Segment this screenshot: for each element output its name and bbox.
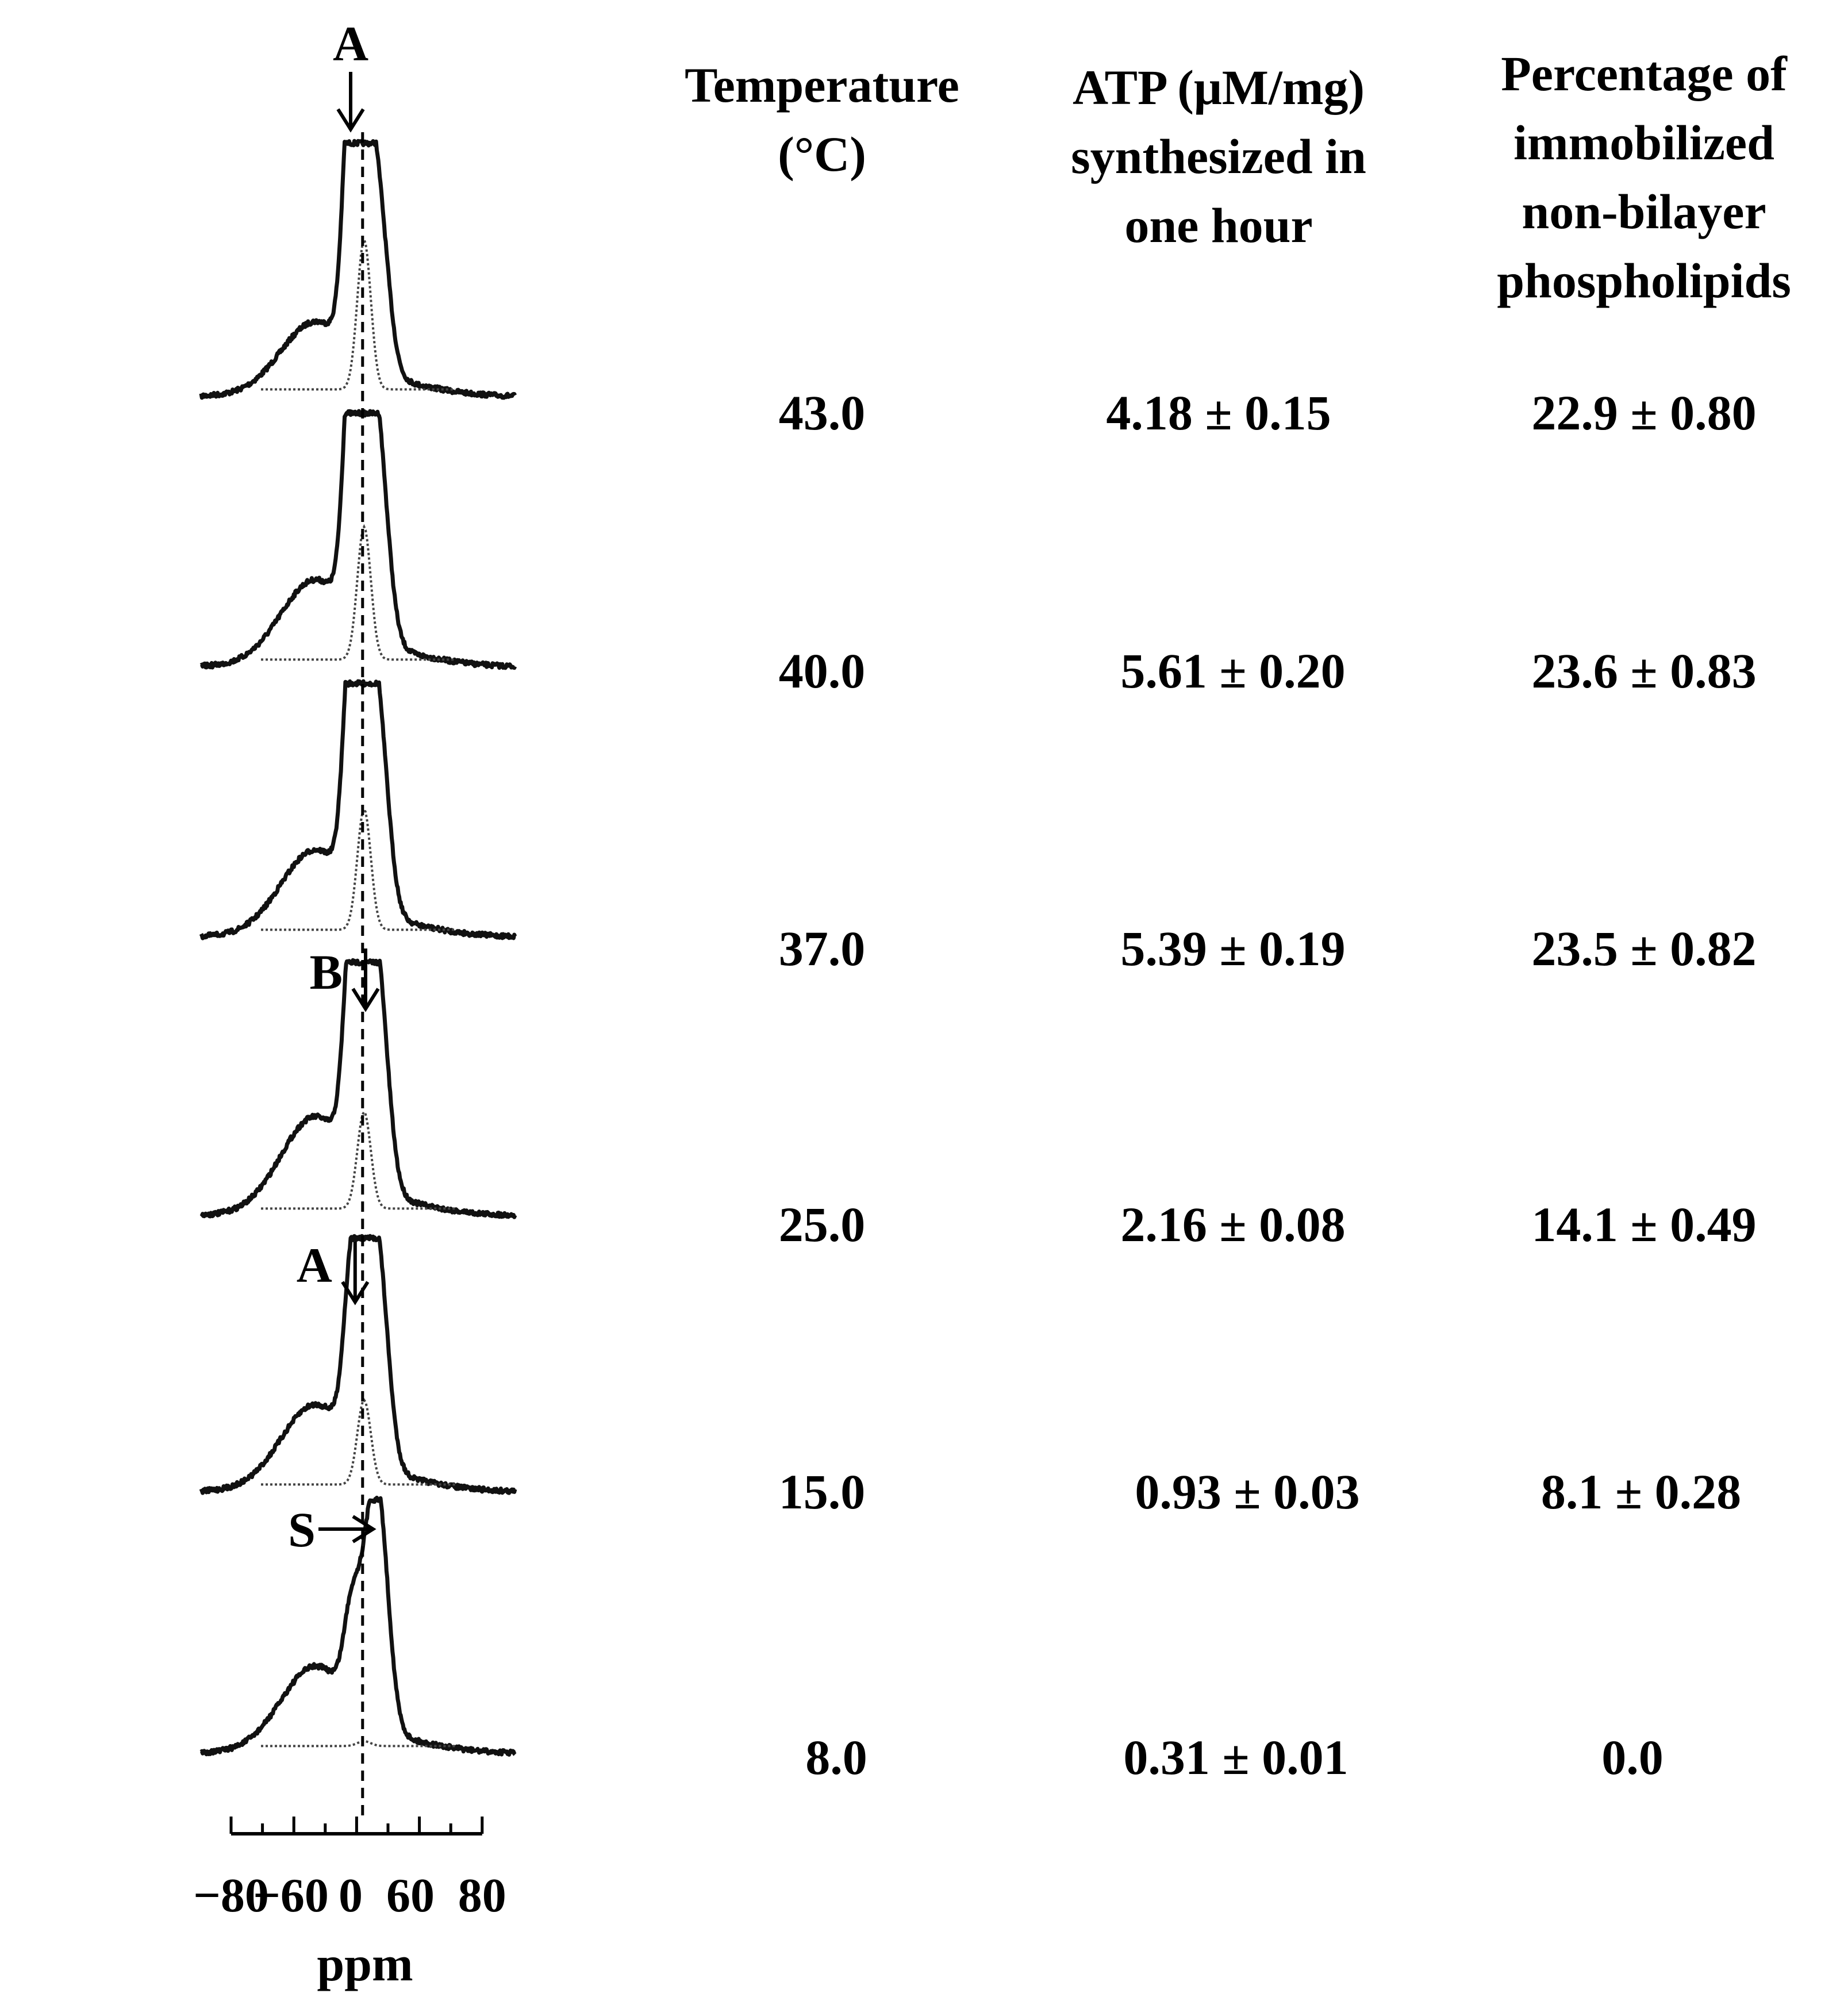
spectrum-trace-40.0: [199, 409, 517, 670]
header-temperature-line-2: (°C): [778, 126, 866, 182]
header-atp-line-2: synthesized in: [1071, 129, 1366, 184]
marker-label-a-4: A: [297, 1238, 332, 1293]
spectrum-trace-25.0: [199, 958, 517, 1219]
marker-label-a-0: A: [333, 16, 368, 71]
subtraction-trace-25.0: [261, 1109, 455, 1210]
header-percentage-line-1: Percentage of: [1501, 46, 1787, 101]
spectrum-trace-37.0: [199, 679, 517, 940]
header-percentage-line-3: non-bilayer: [1522, 184, 1766, 239]
x-tick-label-4: 80: [458, 1869, 506, 1922]
row-43-percentage: 22.9 ± 0.80: [1531, 385, 1757, 440]
row-25-temperature: 25.0: [778, 1197, 866, 1252]
row-40-temperature: 40.0: [778, 643, 866, 698]
header-percentage-line-2: immobilized: [1513, 115, 1774, 170]
marker-label-b-3: B: [310, 944, 343, 1000]
marker-arrow-b-3: [351, 949, 380, 1012]
row-8-temperature: 8.0: [805, 1730, 867, 1785]
row-43-temperature: 43.0: [778, 385, 866, 440]
marker-arrow-a-4: [341, 1242, 370, 1305]
row-15-temperature: 15.0: [778, 1464, 866, 1519]
marker-arrow-s-5: [318, 1515, 377, 1543]
row-40-percentage: 23.6 ± 0.83: [1531, 643, 1757, 698]
spectrum-trace-43.0: [199, 139, 517, 400]
header-temperature-line-1: Temperature: [685, 57, 959, 113]
row-37-atp: 5.39 ± 0.19: [1120, 921, 1346, 976]
subtraction-trace-15.0: [261, 1397, 455, 1486]
subtraction-trace-37.0: [261, 806, 455, 931]
row-15-atp: 0.93 ± 0.03: [1135, 1464, 1360, 1519]
row-37-percentage: 23.5 ± 0.82: [1531, 921, 1757, 976]
marker-label-s-5: S: [288, 1502, 316, 1557]
marker-arrow-a-0: [336, 72, 365, 133]
row-8-atp: 0.31 ± 0.01: [1123, 1730, 1349, 1785]
spectrum-trace-15.0: [199, 1234, 517, 1495]
row-37-temperature: 37.0: [778, 921, 866, 976]
subtraction-trace-8.0: [261, 1739, 455, 1748]
x-axis-ticks: −80−60 0 60 80: [193, 1817, 506, 1922]
subtraction-trace-40.0: [261, 524, 455, 661]
peak-markers: A B A S: [288, 16, 380, 1557]
row-15-percentage: 8.1 ± 0.28: [1540, 1464, 1742, 1519]
x-axis-label: ppm: [317, 1936, 413, 1991]
x-tick-label-0: −80: [193, 1869, 269, 1922]
subtraction-trace-43.0: [261, 236, 455, 391]
header-percentage: Percentage of immobilized non-bilayer ph…: [1449, 39, 1839, 315]
header-atp-line-1: ATP (μM/mg): [1072, 60, 1365, 115]
row-25-percentage: 14.1 ± 0.49: [1531, 1197, 1757, 1252]
header-temperature: Temperature (°C): [650, 51, 994, 189]
x-tick-label-1: −60: [253, 1869, 329, 1922]
spectra-traces: [199, 139, 517, 1757]
row-25-atp: 2.16 ± 0.08: [1120, 1197, 1346, 1252]
header-atp: ATP (μM/mg) synthesized in one hour: [1017, 53, 1420, 260]
spectrum-trace-8.0: [199, 1495, 517, 1757]
row-40-atp: 5.61 ± 0.20: [1120, 643, 1346, 698]
header-atp-line-3: one hour: [1124, 198, 1313, 253]
row-43-atp: 4.18 ± 0.15: [1106, 385, 1331, 440]
header-percentage-line-4: phospholipids: [1497, 253, 1791, 308]
row-8-percentage: 0.0: [1601, 1730, 1664, 1785]
x-tick-label-3: 60: [386, 1869, 435, 1922]
x-axis: −80−60 0 60 80: [193, 1817, 506, 1922]
nmr-spectra-plot: A B A S −80−60 0 60 80 ppm: [193, 16, 517, 1991]
x-tick-label-2: 0: [339, 1869, 363, 1922]
